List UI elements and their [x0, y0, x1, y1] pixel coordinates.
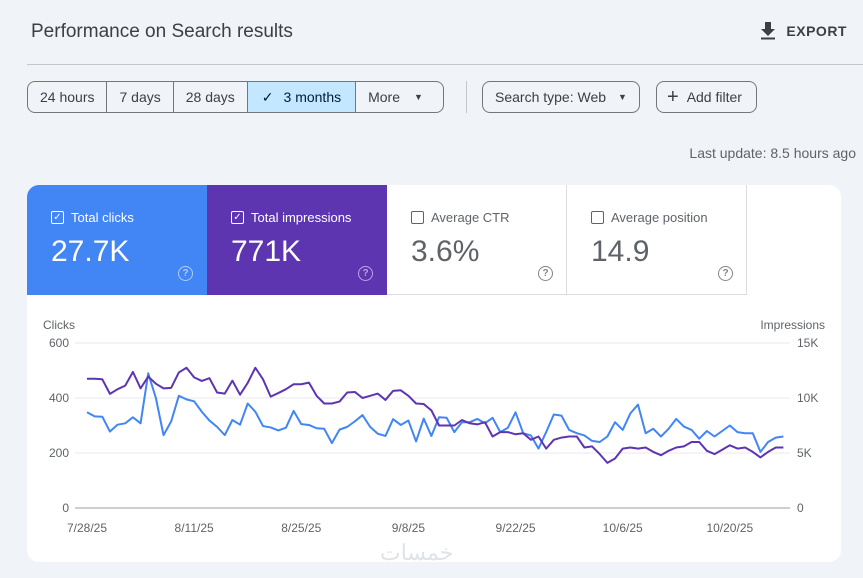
x-tick: 10/20/25 — [706, 521, 753, 535]
checkbox-checked-icon[interactable]: ✓ — [231, 211, 244, 224]
y-tick-right: 0 — [797, 501, 804, 515]
metric-total-clicks[interactable]: ✓ Total clicks 27.7K ? — [27, 185, 207, 295]
y-tick-right: 15K — [797, 336, 818, 350]
series-line-impressions — [87, 366, 784, 464]
x-tick: 10/6/25 — [603, 521, 643, 535]
help-icon[interactable]: ? — [718, 266, 733, 281]
metric-total-impressions[interactable]: ✓ Total impressions 771K ? — [207, 185, 387, 295]
page-title: Performance on Search results — [31, 21, 293, 42]
metric-label: Total impressions — [251, 210, 352, 225]
range-label: 3 months — [283, 89, 342, 105]
x-tick: 7/28/25 — [67, 521, 107, 535]
y-tick-left: 400 — [49, 391, 69, 405]
add-filter-label: Add filter — [686, 89, 742, 105]
export-label: EXPORT — [786, 23, 847, 39]
help-icon[interactable]: ? — [178, 266, 193, 281]
range-more-dropdown[interactable]: More ▼ — [356, 82, 443, 112]
metric-label: Average position — [611, 210, 708, 225]
y-axis-right-label: Impressions — [760, 318, 825, 332]
range-7-days[interactable]: 7 days — [107, 82, 174, 112]
range-28-days[interactable]: 28 days — [174, 82, 248, 112]
divider — [27, 64, 863, 65]
metric-value: 771K — [231, 235, 302, 268]
metric-label: Average CTR — [431, 210, 510, 225]
check-icon: ✓ — [261, 88, 274, 105]
y-tick-left: 0 — [62, 501, 69, 515]
metric-average-ctr[interactable]: Average CTR 3.6% ? — [387, 185, 567, 295]
divider — [466, 81, 467, 113]
help-icon[interactable]: ? — [358, 266, 373, 281]
series-line-clicks — [86, 372, 784, 453]
y-axis-left-label: Clicks — [43, 318, 75, 332]
download-icon — [761, 22, 776, 40]
add-filter-button[interactable]: + Add filter — [656, 81, 757, 113]
metric-label: Total clicks — [71, 210, 134, 225]
x-tick: 8/11/25 — [175, 521, 214, 535]
x-tick: 9/8/25 — [392, 521, 426, 535]
range-label: 24 hours — [40, 89, 95, 105]
metric-value: 27.7K — [51, 235, 130, 268]
metric-value: 3.6% — [411, 235, 480, 268]
last-update: Last update: 8.5 hours ago — [689, 145, 856, 161]
search-type-label: Search type: Web — [495, 89, 607, 105]
range-label: More — [368, 89, 401, 105]
x-tick: 9/22/25 — [496, 521, 536, 535]
range-label: 7 days — [119, 89, 161, 105]
checkbox-checked-icon[interactable]: ✓ — [51, 211, 64, 224]
y-tick-right: 5K — [797, 446, 812, 460]
caret-down-icon: ▼ — [618, 92, 627, 102]
range-24-hours[interactable]: 24 hours — [28, 82, 108, 112]
caret-down-icon: ▼ — [414, 92, 423, 102]
help-icon[interactable]: ? — [538, 266, 553, 281]
performance-chart: Clicks Impressions 0 0 200 5K 400 10K 600 15K 7/… — [43, 318, 825, 535]
range-3-months[interactable]: ✓ 3 months — [247, 82, 357, 112]
range-label: 28 days — [185, 89, 235, 105]
plus-icon: + — [667, 86, 679, 108]
metric-value: 14.9 — [591, 235, 650, 268]
search-type-dropdown[interactable]: Search type: Web ▼ — [482, 81, 640, 113]
y-tick-left: 200 — [49, 446, 69, 460]
y-tick-left: 600 — [49, 336, 69, 350]
export-button[interactable]: EXPORT — [760, 22, 847, 40]
performance-card: ✓ Total clicks 27.7K ? ✓ Total impressions… — [27, 185, 841, 562]
checkbox-unchecked-icon[interactable] — [411, 211, 424, 224]
checkbox-unchecked-icon[interactable] — [591, 211, 604, 224]
metric-average-position[interactable]: Average position 14.9 ? — [567, 185, 747, 295]
x-tick: 8/25/25 — [281, 521, 321, 535]
watermark-logo: خمسات — [380, 540, 454, 565]
y-tick-right: 10K — [797, 391, 818, 405]
date-range-selector: 24 hours 7 days 28 days ✓ 3 months More ▼ — [27, 81, 444, 113]
